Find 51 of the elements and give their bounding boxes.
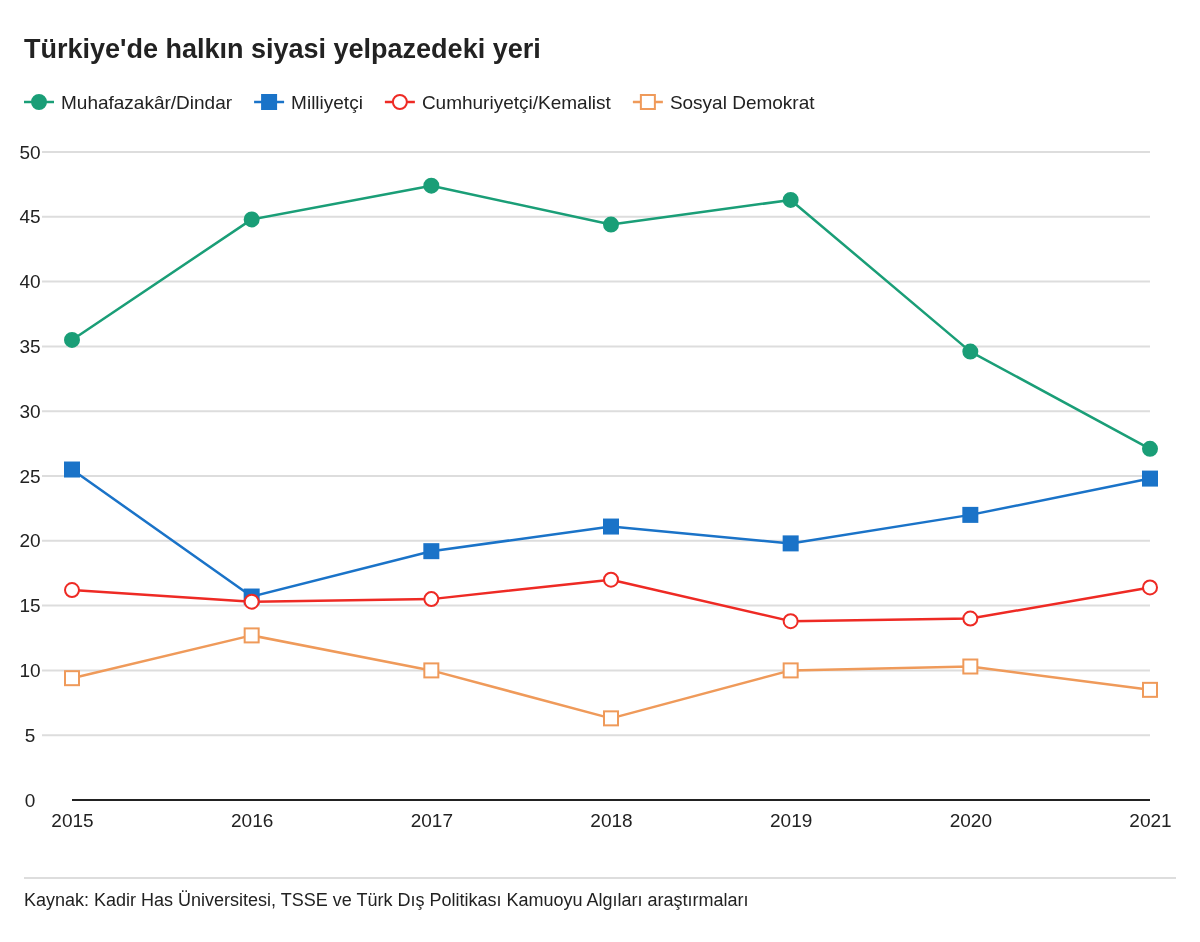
- point: [64, 331, 80, 348]
- y-tick-label: 50: [19, 141, 41, 163]
- point: [782, 535, 799, 552]
- legend-label: Muhafazakâr/Dindar: [61, 92, 233, 113]
- x-tick-label: 2020: [949, 810, 992, 832]
- y-tick-label: 5: [24, 724, 36, 746]
- point: [243, 211, 260, 228]
- point: [423, 591, 440, 608]
- point: [243, 593, 260, 610]
- x-tick-label: 2019: [770, 810, 813, 832]
- point: [64, 670, 80, 687]
- y-tick-label: 40: [19, 271, 41, 293]
- x-tick-label: 2018: [590, 810, 633, 832]
- point: [782, 662, 799, 679]
- y-tick-label: 10: [19, 659, 41, 681]
- x-tick-label: 2015: [51, 810, 94, 832]
- y-tick-label: 0: [24, 789, 36, 811]
- point: [1142, 681, 1158, 698]
- point: [243, 627, 260, 644]
- point: [1142, 470, 1158, 487]
- text: Kaynak: Kadir Has Üniversitesi, TSSE ve Türk Dış Politikası Kamuoyu Algıları araştırmaları: [24, 890, 749, 910]
- y-tick-label: 30: [19, 400, 41, 422]
- point: [423, 177, 440, 194]
- x-tick-label: 2017: [410, 810, 453, 832]
- point: [603, 571, 619, 588]
- y-tick-label: 25: [19, 465, 41, 487]
- y-tick-label: 35: [19, 335, 41, 357]
- point: [64, 582, 80, 599]
- point: [1142, 579, 1158, 596]
- point: [64, 461, 80, 478]
- point: [782, 613, 799, 630]
- point: [603, 216, 619, 233]
- x-tick-label: 2021: [1129, 810, 1172, 832]
- point: [782, 191, 799, 208]
- point: [1142, 440, 1158, 457]
- point: [423, 543, 440, 560]
- y-tick-label: 15: [19, 595, 41, 617]
- legend-label: Milliyetçi: [291, 92, 363, 113]
- point: [962, 658, 979, 675]
- x-tick-label: 2016: [231, 810, 274, 832]
- point: [423, 662, 440, 679]
- point: [962, 610, 979, 627]
- legend-label: Cumhuriyetçi/Kemalist: [421, 92, 612, 113]
- point: [603, 518, 619, 535]
- point: [962, 343, 979, 360]
- y-tick-label: 45: [19, 206, 41, 228]
- point: [603, 710, 619, 727]
- y-tick-label: 20: [19, 530, 41, 552]
- point: [962, 506, 979, 523]
- chart-title: Türkiye'de halkın siyasi yelpazedeki yeri: [24, 34, 541, 64]
- legend-label: Sosyal Demokrat: [669, 92, 816, 113]
